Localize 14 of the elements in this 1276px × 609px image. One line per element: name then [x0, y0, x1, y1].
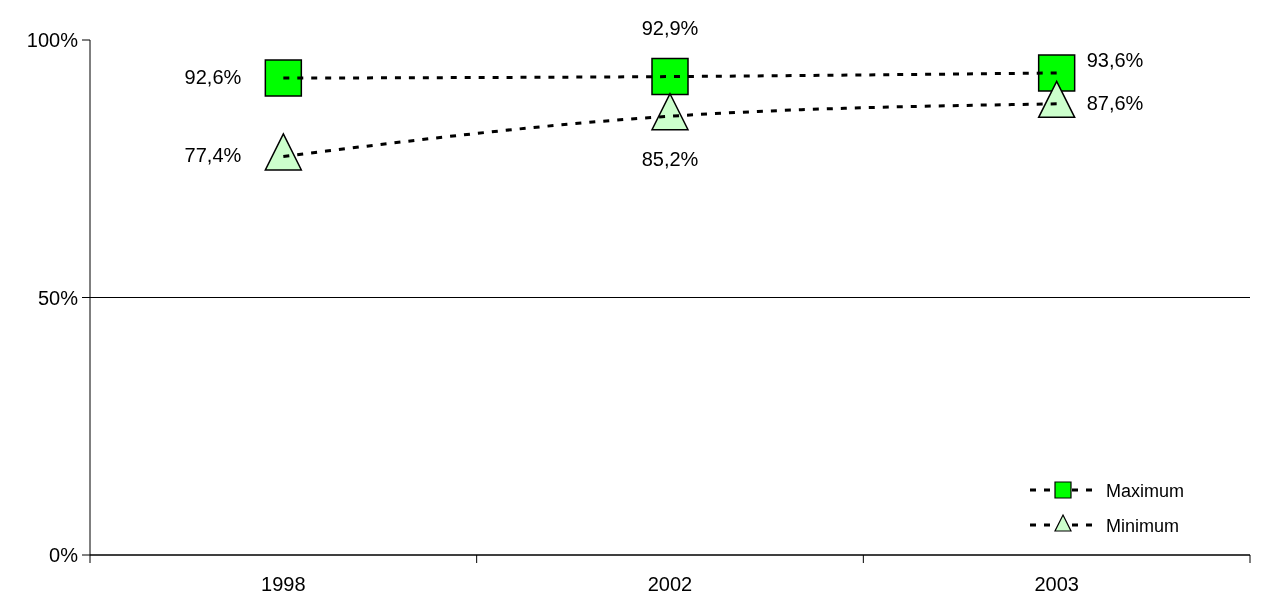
legend-label: Maximum — [1106, 481, 1185, 501]
x-tick-label: 2002 — [647, 573, 693, 595]
x-tick-label: 1998 — [261, 573, 306, 595]
x-tick-label: 2003 — [1034, 573, 1079, 595]
y-tick-label: 0% — [49, 544, 79, 566]
data-label: 87,6% — [1086, 91, 1144, 114]
legend-label: Minimum — [1106, 516, 1180, 536]
data-label: 93,6% — [1086, 48, 1144, 71]
y-tick-label: 50% — [37, 286, 79, 309]
data-label: 92,6% — [184, 66, 242, 89]
y-tick-label: 100% — [26, 29, 79, 51]
data-label: 85,2% — [641, 148, 699, 171]
data-label: 77,4% — [184, 144, 242, 167]
data-label: 92,9% — [641, 16, 699, 39]
